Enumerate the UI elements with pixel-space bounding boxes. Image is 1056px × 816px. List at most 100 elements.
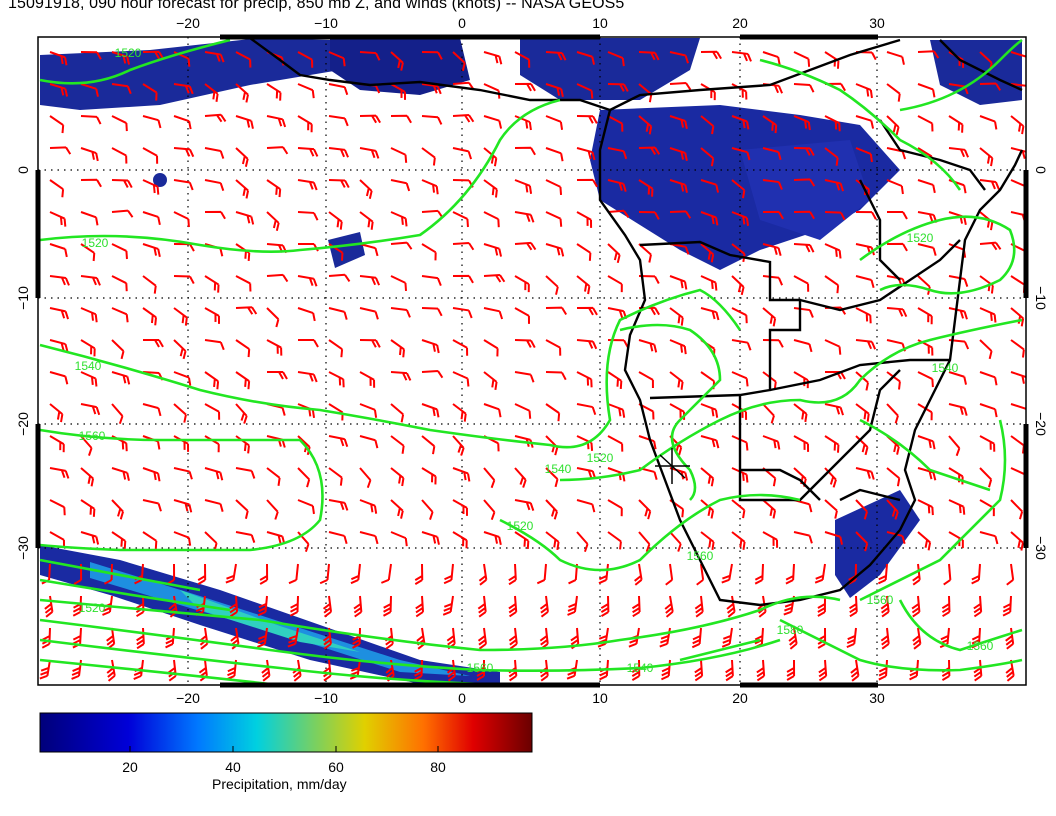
lon-tick-bottom-2: −10 — [314, 690, 338, 706]
wind-barb — [142, 531, 158, 549]
wind-barb — [235, 435, 250, 454]
wind-barb — [359, 499, 378, 514]
wind-barb — [607, 403, 626, 418]
wind-barb — [979, 275, 994, 294]
wind-barb — [721, 563, 733, 584]
wind-barb — [669, 467, 689, 481]
wind-barb — [49, 115, 65, 134]
wind-barb — [855, 531, 869, 552]
contour-label: 1520 — [907, 231, 934, 245]
wind-barb — [328, 179, 350, 189]
wind-barb — [762, 499, 777, 519]
wind-barb — [659, 627, 671, 648]
wind-barb — [235, 179, 250, 199]
wind-barb — [979, 241, 1002, 251]
wind-barb — [514, 467, 527, 488]
wind-barb — [80, 531, 100, 545]
wind-barb — [384, 627, 394, 650]
wind-barb — [359, 179, 373, 200]
wind-barb — [266, 83, 282, 101]
wind-barb — [111, 499, 125, 520]
wind-barb — [886, 467, 901, 487]
contour-label: 1540 — [545, 462, 572, 476]
wind-barb — [824, 179, 844, 192]
wind-barb — [359, 275, 381, 286]
wind-barb — [700, 403, 719, 418]
wind-barb — [483, 211, 500, 228]
wind-barb — [850, 659, 860, 682]
wind-barb — [349, 659, 361, 680]
wind-barb — [71, 659, 82, 680]
wind-barb — [199, 627, 209, 650]
wind-barb — [142, 403, 162, 417]
wind-barb — [1010, 371, 1026, 386]
wind-barb — [979, 403, 998, 418]
wind-barb — [111, 275, 128, 292]
wind-barb — [669, 115, 688, 130]
wind-barb — [700, 115, 715, 135]
wind-barb — [257, 595, 268, 617]
wind-barb — [824, 467, 837, 488]
wind-barb — [319, 563, 330, 585]
wind-barb — [297, 467, 311, 488]
wind-barb — [421, 209, 444, 219]
wind-barb — [508, 659, 518, 682]
wind-barb — [762, 179, 783, 190]
wind-barb — [204, 531, 218, 552]
wind-barb — [80, 178, 102, 188]
wind-barb — [638, 499, 652, 520]
wind-barb — [390, 241, 413, 250]
wind-barb — [1010, 51, 1026, 65]
wind-barb — [638, 403, 655, 420]
wind-barb — [1010, 531, 1024, 551]
contour-label: 1520 — [587, 451, 614, 465]
wind-barb — [483, 179, 498, 198]
wind-barb — [824, 147, 839, 166]
wind-barb — [483, 403, 502, 418]
wind-barb — [328, 531, 348, 544]
wind-barb — [600, 595, 610, 618]
wind-barb — [638, 115, 653, 135]
wind-barb — [576, 147, 596, 161]
wind-barb — [359, 51, 381, 61]
wind-barb — [855, 275, 875, 289]
wind-barb — [452, 147, 473, 160]
wind-barb — [886, 242, 908, 252]
lat-tick-right-1: 0 — [1033, 166, 1049, 174]
wind-barb — [452, 274, 474, 284]
wind-barb — [597, 627, 609, 648]
wind-barb — [539, 595, 549, 618]
wind-barb — [599, 659, 609, 681]
wind-barb — [226, 659, 237, 681]
wind-barb — [421, 403, 440, 418]
wind-barb — [917, 115, 934, 132]
wind-barb — [350, 563, 361, 585]
wind-barb — [173, 339, 187, 360]
wind-barb — [44, 595, 54, 618]
wind-barb — [567, 595, 578, 616]
wind-barb — [917, 499, 934, 516]
contour-label: 1520 — [507, 519, 534, 533]
wind-barb — [266, 115, 287, 128]
wind-barb — [696, 563, 705, 586]
wind-barb — [576, 339, 598, 350]
wind-barb — [414, 563, 424, 585]
lon-tick-bottom-6: 30 — [869, 690, 885, 706]
wind-barb — [204, 83, 219, 102]
lat-tick-right-2: −10 — [1033, 286, 1049, 310]
wind-barb — [973, 595, 983, 618]
wind-barb — [49, 403, 64, 423]
wind-barb — [917, 179, 936, 194]
wind-barb — [49, 275, 70, 286]
wind-barb — [111, 147, 128, 164]
wind-barb — [204, 275, 220, 293]
wind-barb — [383, 595, 392, 617]
wind-barb — [638, 211, 660, 220]
wind-barb — [142, 179, 160, 195]
wind-barb — [948, 275, 969, 287]
wind-barb — [545, 147, 564, 162]
wind-barb — [1010, 83, 1026, 94]
lat-tick-right-3: −20 — [1033, 412, 1049, 436]
contour-labels: 1520 1520 1540 1560 1520 1540 1520 1520 1560 1540… — [75, 46, 994, 675]
wind-barb — [297, 51, 314, 68]
